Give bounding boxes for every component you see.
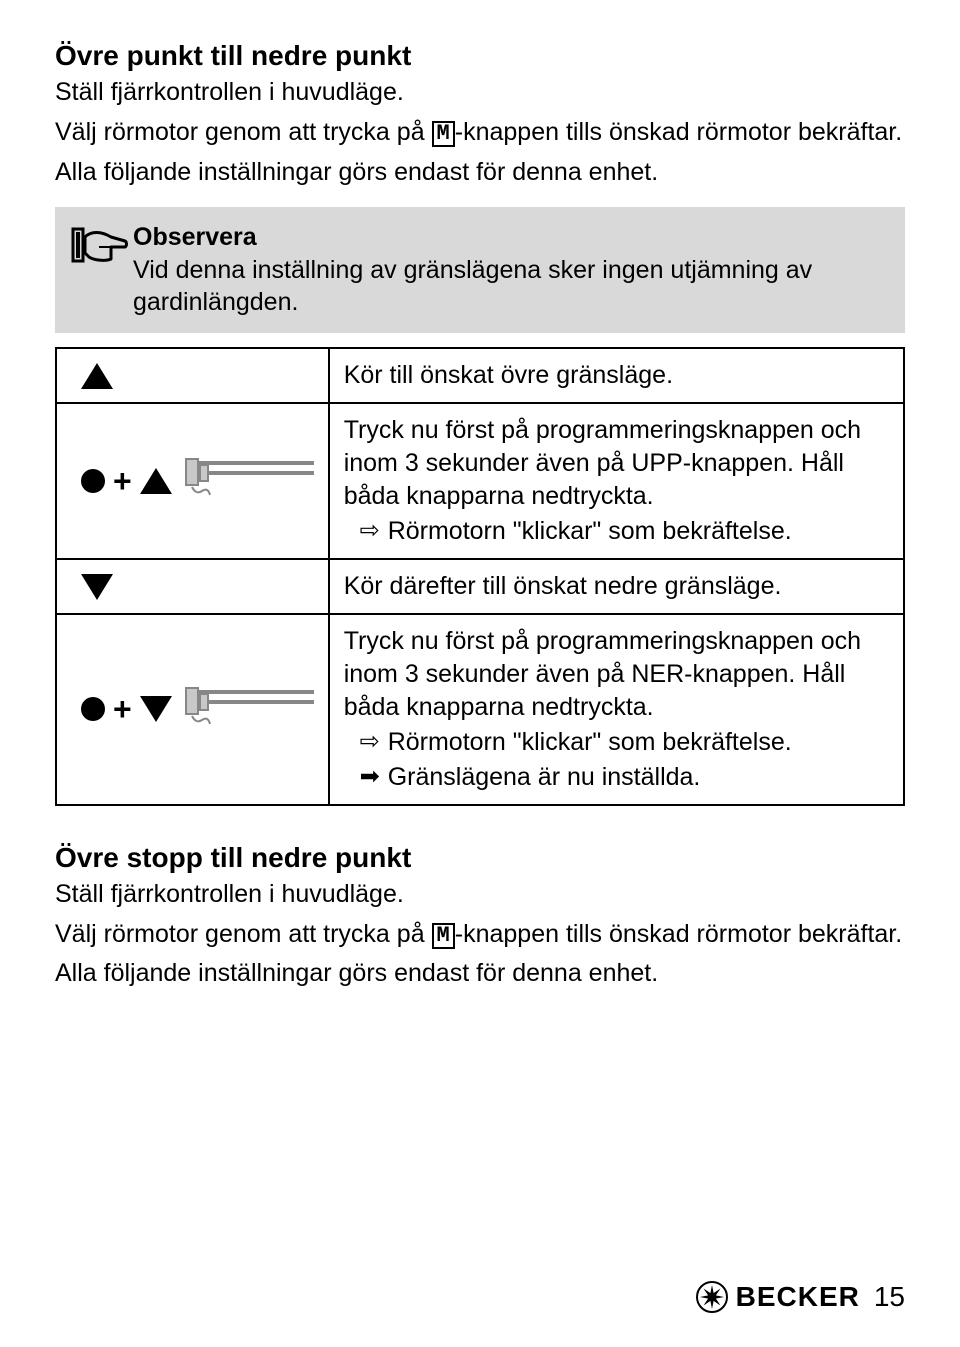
section-1: Övre punkt till nedre punkt Ställ fjärrk… [55, 40, 905, 189]
row2-sub: ⇨ Rörmotorn "klickar" som bekräftelse. [344, 515, 889, 548]
page-number: 15 [874, 1281, 905, 1313]
section1-title: Övre punkt till nedre punkt [55, 40, 905, 72]
triangle-down-icon [81, 574, 113, 600]
steps-table: Kör till önskat övre gränsläge. + [55, 347, 905, 806]
brand-logo: BECKER [696, 1281, 860, 1313]
table-row: + Tryck nu först på programmeringsknappe… [56, 614, 904, 805]
plus-icon: + [113, 693, 132, 725]
plus-icon: + [113, 465, 132, 497]
arrow-outline-icon: ⇨ [352, 515, 388, 547]
row4-sub2-text: Gränslägena är nu inställda. [388, 761, 889, 794]
brand-mark-icon [696, 1281, 728, 1313]
row4-sub2: ➡ Gränslägena är nu inställda. [344, 761, 889, 794]
triangle-up-icon [81, 363, 113, 389]
note-title: Observera [133, 221, 887, 254]
brand-text: BECKER [736, 1281, 860, 1313]
row2-main: Tryck nu först på programmeringsknappen … [344, 414, 889, 513]
arrow-solid-icon: ➡ [352, 761, 388, 793]
section2-line1: Ställ fjärrkontrollen i huvudläge. [55, 878, 905, 912]
table-row: + Tryck nu först på programmeringsknappe… [56, 403, 904, 559]
table-row: Kör till önskat övre gränsläge. [56, 348, 904, 403]
page-footer: BECKER 15 [696, 1281, 905, 1313]
row4-sub1-text: Rörmotorn "klickar" som bekräftelse. [388, 726, 889, 759]
row1-text: Kör till önskat övre gränsläge. [329, 348, 904, 403]
section1-line2b: -knappen tills önskad rörmotor bekräftar… [455, 118, 902, 146]
section2-line3: Alla följande inställningar görs endast … [55, 957, 905, 991]
pointing-hand-icon [67, 221, 133, 319]
symbol-prog-down: + [56, 614, 329, 805]
section1-line2: Välj rörmotor genom att trycka på M-knap… [55, 116, 905, 150]
row3-text: Kör därefter till önskat nedre gränsläge… [329, 559, 904, 614]
note-text: Observera Vid denna inställning av gräns… [133, 221, 887, 319]
m-button-icon: M [432, 121, 455, 147]
section2-title: Övre stopp till nedre punkt [55, 842, 905, 874]
triangle-up-icon [140, 468, 172, 494]
section1-line1: Ställ fjärrkontrollen i huvudläge. [55, 76, 905, 110]
section2-line2b: -knappen tills önskad rörmotor bekräftar… [455, 920, 902, 948]
note-box: Observera Vid denna inställning av gräns… [55, 207, 905, 333]
row4-sub1: ⇨ Rörmotorn "klickar" som bekräftelse. [344, 726, 889, 759]
row2-sub-text: Rörmotorn "klickar" som bekräftelse. [388, 515, 889, 548]
row2-cell: Tryck nu först på programmeringsknappen … [329, 403, 904, 559]
section-2: Övre stopp till nedre punkt Ställ fjärrk… [55, 842, 905, 991]
motor-icon [184, 684, 314, 735]
symbol-prog-up: + [56, 403, 329, 559]
table-row: Kör därefter till önskat nedre gränsläge… [56, 559, 904, 614]
circle-icon [81, 697, 105, 721]
motor-icon [184, 455, 314, 506]
triangle-down-icon [140, 696, 172, 722]
symbol-down [56, 559, 329, 614]
section1-line3: Alla följande inställningar görs endast … [55, 156, 905, 190]
symbol-up [56, 348, 329, 403]
section2-line2: Välj rörmotor genom att trycka på M-knap… [55, 918, 905, 952]
section2-line2a: Välj rörmotor genom att trycka på [55, 920, 432, 948]
m-button-icon: M [432, 923, 455, 949]
circle-icon [81, 469, 105, 493]
row4-cell: Tryck nu först på programmeringsknappen … [329, 614, 904, 805]
note-body: Vid denna inställning av gränslägena ske… [133, 256, 812, 317]
arrow-outline-icon: ⇨ [352, 726, 388, 758]
section1-line2a: Välj rörmotor genom att trycka på [55, 118, 432, 146]
row4-main: Tryck nu först på programmeringsknappen … [344, 625, 889, 724]
